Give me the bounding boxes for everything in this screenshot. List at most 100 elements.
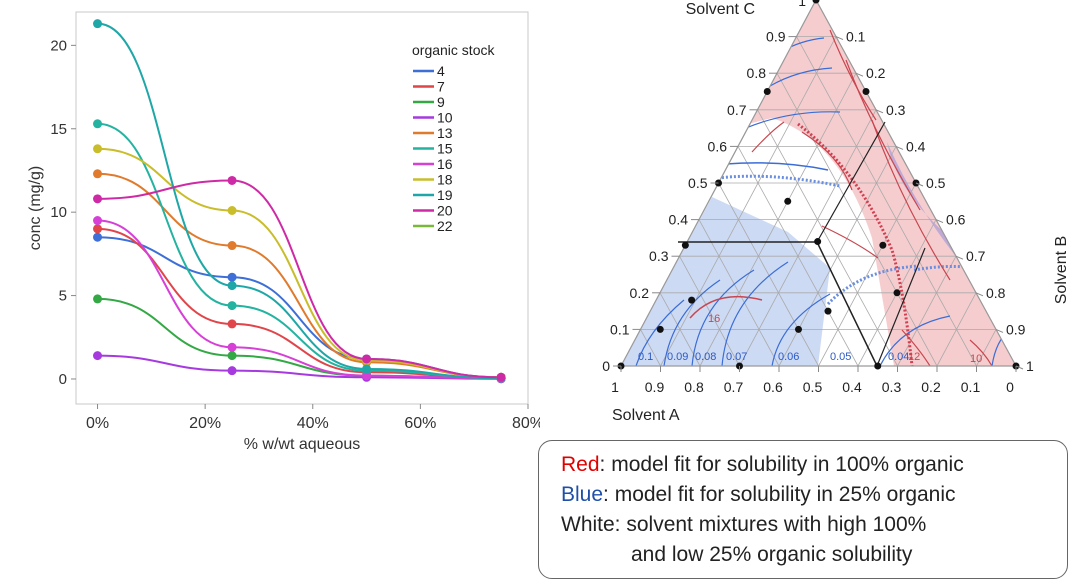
- y-axis-label: conc (mg/g): [27, 166, 44, 250]
- model-contours: [635, 29, 1011, 366]
- grid-line-b: [976, 329, 997, 366]
- b-tick: [855, 72, 864, 77]
- grid-line-a: [698, 219, 780, 366]
- legend-line-white-2: and low 25% organic solubility: [631, 543, 913, 566]
- data-point-19: [227, 281, 237, 291]
- solvent-a-label: Solvent A: [612, 407, 680, 424]
- tie-lines: [678, 121, 926, 367]
- b-tick: [975, 292, 984, 297]
- data-point-20: [496, 372, 506, 382]
- series-curve-19: [97, 22, 502, 380]
- blue-contour-label: 0.06: [778, 351, 799, 363]
- grid-line-a: [679, 256, 740, 366]
- design-point: [814, 238, 822, 246]
- data-point-13: [93, 169, 103, 179]
- data-point-10: [227, 366, 237, 376]
- grid-line-b: [818, 182, 917, 366]
- b-tick-label: 0.6: [946, 212, 966, 228]
- legend-label-7: 7: [437, 79, 445, 95]
- grid-line-a: [757, 109, 898, 366]
- b-tick-label: 0.4: [906, 138, 926, 154]
- a-tick-label: 0.5: [803, 379, 823, 395]
- grid-line-b: [739, 109, 877, 366]
- legend-label-20: 20: [437, 203, 453, 219]
- b-tick: [915, 182, 924, 187]
- legend-label-9: 9: [437, 94, 445, 110]
- b-tick-label: 0.1: [846, 29, 866, 45]
- blue-contour-label: 0.09: [667, 351, 688, 363]
- data-point-16: [93, 216, 103, 226]
- legend-label-22: 22: [437, 218, 453, 234]
- blue-low-solubility-region: [621, 197, 830, 366]
- data-point-13: [227, 241, 237, 251]
- legend-title: organic stock: [412, 42, 495, 58]
- data-point-19: [93, 19, 103, 29]
- chart-axes: 0% 20% 40% 60% 80% 0 5 10 15 20: [50, 37, 540, 432]
- y-tick-label: 15: [50, 121, 67, 138]
- y-tick-label: 20: [50, 37, 67, 54]
- legend-blue-text: : model fit for solubility in 25% organi…: [603, 483, 956, 506]
- x-tick-label: 40%: [297, 415, 329, 432]
- a-tick-label: 0.4: [842, 379, 862, 395]
- blue-contour-label: 0.04: [888, 351, 909, 363]
- red-contour-label: 16: [708, 313, 720, 325]
- data-point-9: [93, 294, 103, 304]
- design-point: [879, 241, 887, 249]
- design-point: [656, 325, 664, 333]
- b-tick-label: 0.3: [886, 102, 906, 118]
- c-tick-label: 0.2: [630, 285, 650, 301]
- legend-label-16: 16: [437, 156, 453, 172]
- a-tick-label: 0: [1006, 379, 1014, 395]
- c-tick-label: 1: [798, 0, 806, 9]
- b-tick-label: 0.8: [986, 285, 1006, 301]
- design-point: [862, 88, 870, 95]
- b-tick: [895, 145, 904, 150]
- x-tick-label: 0%: [86, 415, 109, 432]
- design-point: [688, 296, 696, 304]
- design-point: [681, 241, 689, 249]
- data-point-7: [93, 224, 103, 234]
- data-point-20: [227, 175, 237, 185]
- grid-line-b: [660, 36, 837, 366]
- a-tick-label: 0.1: [961, 379, 981, 395]
- design-point: [784, 197, 792, 205]
- design-point: [812, 0, 820, 4]
- c-tick-label: 0.7: [727, 102, 747, 118]
- data-point-16: [362, 371, 372, 381]
- legend-label-19: 19: [437, 187, 453, 203]
- legend-red-text: : model fit for solubility in 100% organ…: [599, 453, 964, 476]
- contour-labels: 0.1 0.09 0.08 0.07 0.06 0.05 0.04 16 12 10: [638, 313, 982, 365]
- blue-contour-label: 0.07: [726, 351, 747, 363]
- b-tick-label: 0.9: [1006, 321, 1026, 337]
- c-tick-label: 0.9: [766, 29, 786, 45]
- c-tick-label: 0.6: [708, 138, 728, 154]
- y-tick-label: 10: [50, 204, 67, 221]
- b-tick-label: 0.7: [966, 248, 986, 264]
- legend-label-10: 10: [437, 110, 453, 126]
- chart-series-curves: [97, 22, 502, 380]
- x-axis-label: % w/wt aqueous: [244, 436, 361, 453]
- b-tick: [1015, 365, 1024, 370]
- design-point: [893, 289, 901, 297]
- red-contour-label: 12: [908, 351, 920, 363]
- grid-line-a: [796, 36, 977, 366]
- chart-data-points: [93, 19, 506, 384]
- b-tick-label: 0.5: [926, 175, 946, 191]
- series-curve-20: [97, 179, 502, 379]
- a-tick-label: 0.8: [684, 379, 704, 395]
- b-tick: [955, 255, 964, 260]
- b-tick: [835, 36, 844, 41]
- data-point-18: [227, 206, 237, 216]
- a-tick-label: 0.3: [882, 379, 902, 395]
- c-tick-label: 0.4: [669, 212, 689, 228]
- color-legend-box: Red: model fit for solubility in 100% or…: [538, 440, 1068, 579]
- red-contour-label: 10: [970, 353, 982, 365]
- design-point: [824, 307, 832, 315]
- design-point: [874, 362, 882, 370]
- solvent-c-label: Solvent C: [686, 1, 755, 18]
- b-tick: [935, 219, 944, 224]
- legend-line-blue: Blue: model fit for solubility in 25% or…: [561, 483, 956, 507]
- a-tick-label: 0.6: [763, 379, 783, 395]
- legend-blue-word: Blue: [561, 483, 604, 506]
- x-tick-label: 60%: [404, 415, 436, 432]
